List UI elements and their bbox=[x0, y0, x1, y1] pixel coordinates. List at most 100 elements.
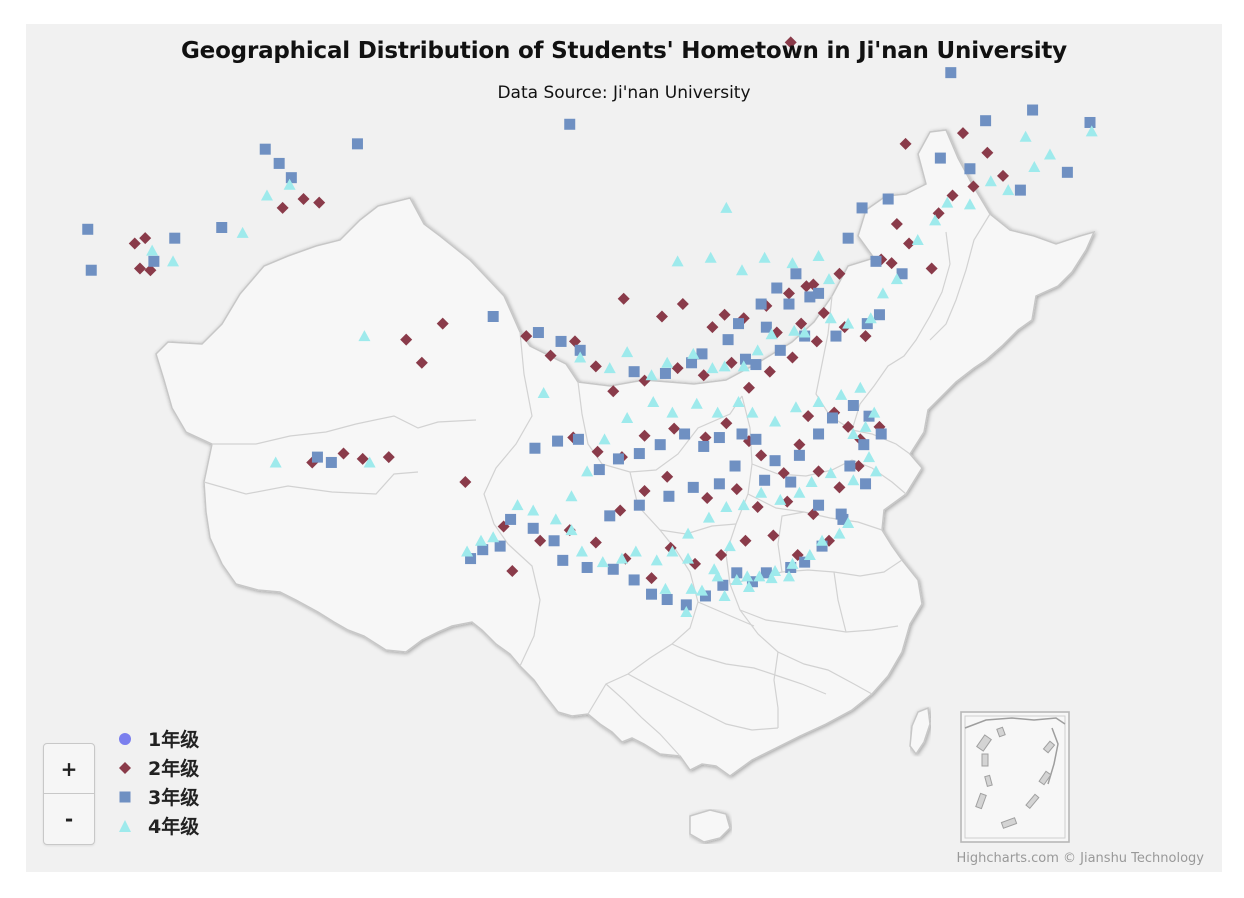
map-point-square[interactable] bbox=[755, 298, 767, 310]
map-point-square[interactable] bbox=[858, 439, 870, 451]
map-point-triangle[interactable] bbox=[659, 582, 672, 594]
map-point-triangle[interactable] bbox=[167, 255, 180, 267]
map-point-square[interactable] bbox=[494, 540, 506, 552]
map-point-triangle[interactable] bbox=[941, 196, 954, 208]
map-point-diamond[interactable] bbox=[903, 237, 916, 250]
map-point-square[interactable] bbox=[980, 115, 992, 127]
map-point-triangle[interactable] bbox=[682, 527, 695, 539]
map-point-square[interactable] bbox=[760, 567, 772, 579]
map-point-square[interactable] bbox=[873, 309, 885, 321]
map-point-diamond[interactable] bbox=[782, 287, 795, 300]
map-point-triangle[interactable] bbox=[650, 554, 663, 566]
map-point-triangle[interactable] bbox=[718, 589, 731, 601]
map-point-square[interactable] bbox=[860, 478, 872, 490]
map-point-triangle[interactable] bbox=[1002, 184, 1015, 196]
legend-item-grade-1[interactable]: 1年级 bbox=[118, 724, 199, 753]
map-point-square[interactable] bbox=[687, 481, 699, 493]
map-point-diamond[interactable] bbox=[133, 262, 146, 275]
map-point-triangle[interactable] bbox=[565, 490, 578, 502]
map-point-diamond[interactable] bbox=[833, 267, 846, 280]
map-point-square[interactable] bbox=[793, 449, 805, 461]
map-point-square[interactable] bbox=[465, 553, 477, 565]
credits-link[interactable]: Highcharts.com © Jianshu Technology bbox=[956, 851, 1204, 866]
map-point-diamond[interactable] bbox=[506, 565, 519, 578]
map-point-square[interactable] bbox=[750, 359, 762, 371]
map-point-square[interactable] bbox=[896, 268, 908, 280]
map-point-square[interactable] bbox=[1061, 166, 1073, 178]
map-point-triangle[interactable] bbox=[596, 556, 609, 568]
map-point-triangle[interactable] bbox=[487, 531, 500, 543]
map-point-diamond[interactable] bbox=[459, 476, 472, 489]
map-point-diamond[interactable] bbox=[890, 217, 903, 230]
map-point-diamond[interactable] bbox=[520, 330, 533, 343]
map-point-triangle[interactable] bbox=[751, 344, 764, 356]
map-point-square[interactable] bbox=[532, 327, 544, 339]
map-point-triangle[interactable] bbox=[732, 395, 745, 407]
map-point-triangle[interactable] bbox=[765, 328, 778, 340]
map-point-triangle[interactable] bbox=[737, 360, 750, 372]
map-point-triangle[interactable] bbox=[621, 346, 634, 358]
map-point-triangle[interactable] bbox=[786, 557, 799, 569]
map-point-diamond[interactable] bbox=[568, 335, 581, 348]
map-point-triangle[interactable] bbox=[876, 287, 889, 299]
map-point-diamond[interactable] bbox=[997, 169, 1009, 182]
map-point-triangle[interactable] bbox=[363, 456, 376, 468]
map-point-triangle[interactable] bbox=[869, 465, 882, 477]
map-point-square[interactable] bbox=[612, 453, 624, 465]
map-point-diamond[interactable] bbox=[810, 335, 823, 348]
map-point-square[interactable] bbox=[870, 255, 882, 267]
map-point-triangle[interactable] bbox=[803, 549, 816, 561]
map-point-triangle[interactable] bbox=[824, 467, 837, 479]
map-point-square[interactable] bbox=[311, 451, 323, 463]
map-point-diamond[interactable] bbox=[742, 381, 755, 394]
map-point-triangle[interactable] bbox=[805, 476, 818, 488]
map-point-diamond[interactable] bbox=[767, 529, 780, 542]
map-point-triangle[interactable] bbox=[842, 516, 855, 528]
map-point-diamond[interactable] bbox=[859, 330, 872, 343]
map-point-square[interactable] bbox=[557, 554, 569, 566]
map-point-diamond[interactable] bbox=[276, 201, 289, 214]
map-point-square[interactable] bbox=[659, 367, 671, 379]
map-point-square[interactable] bbox=[750, 433, 762, 445]
map-point-diamond[interactable] bbox=[777, 467, 790, 480]
map-point-square[interactable] bbox=[1014, 184, 1026, 196]
map-point-diamond[interactable] bbox=[763, 365, 776, 378]
map-point-triangle[interactable] bbox=[661, 356, 674, 368]
map-point-square[interactable] bbox=[216, 222, 228, 233]
map-point-square[interactable] bbox=[607, 563, 619, 575]
map-point-square[interactable] bbox=[783, 298, 795, 310]
map-point-square[interactable] bbox=[759, 474, 771, 486]
map-point-diamond[interactable] bbox=[852, 460, 865, 473]
map-point-square[interactable] bbox=[813, 287, 825, 299]
map-point-square[interactable] bbox=[816, 540, 828, 552]
map-point-triangle[interactable] bbox=[758, 251, 771, 263]
map-point-diamond[interactable] bbox=[751, 500, 764, 513]
map-point-square[interactable] bbox=[717, 579, 729, 591]
map-point-triangle[interactable] bbox=[146, 244, 159, 256]
map-point-triangle[interactable] bbox=[755, 486, 768, 498]
map-point-triangle[interactable] bbox=[786, 257, 799, 269]
map-point-triangle[interactable] bbox=[847, 427, 860, 439]
map-point-diamond[interactable] bbox=[800, 280, 813, 293]
map-point-square[interactable] bbox=[548, 535, 560, 547]
map-point-square[interactable] bbox=[760, 321, 772, 333]
map-point-triangle[interactable] bbox=[863, 451, 876, 463]
map-point-square[interactable] bbox=[663, 490, 675, 502]
map-point-square[interactable] bbox=[285, 172, 297, 184]
map-point-square[interactable] bbox=[804, 291, 816, 303]
map-point-diamond[interactable] bbox=[699, 431, 712, 444]
map-point-diamond[interactable] bbox=[589, 360, 602, 373]
map-point-square[interactable] bbox=[861, 318, 873, 330]
map-point-square[interactable] bbox=[581, 561, 593, 573]
map-point-triangle[interactable] bbox=[765, 572, 778, 584]
map-point-triangle[interactable] bbox=[984, 175, 997, 187]
map-point-square[interactable] bbox=[713, 478, 725, 490]
map-point-diamond[interactable] bbox=[668, 422, 681, 435]
map-point-diamond[interactable] bbox=[128, 237, 141, 250]
map-point-square[interactable] bbox=[527, 522, 539, 534]
map-point-square[interactable] bbox=[699, 590, 711, 602]
map-point-diamond[interactable] bbox=[544, 349, 557, 362]
map-point-diamond[interactable] bbox=[706, 321, 719, 334]
map-point-diamond[interactable] bbox=[617, 292, 630, 305]
map-point-square[interactable] bbox=[273, 157, 285, 169]
